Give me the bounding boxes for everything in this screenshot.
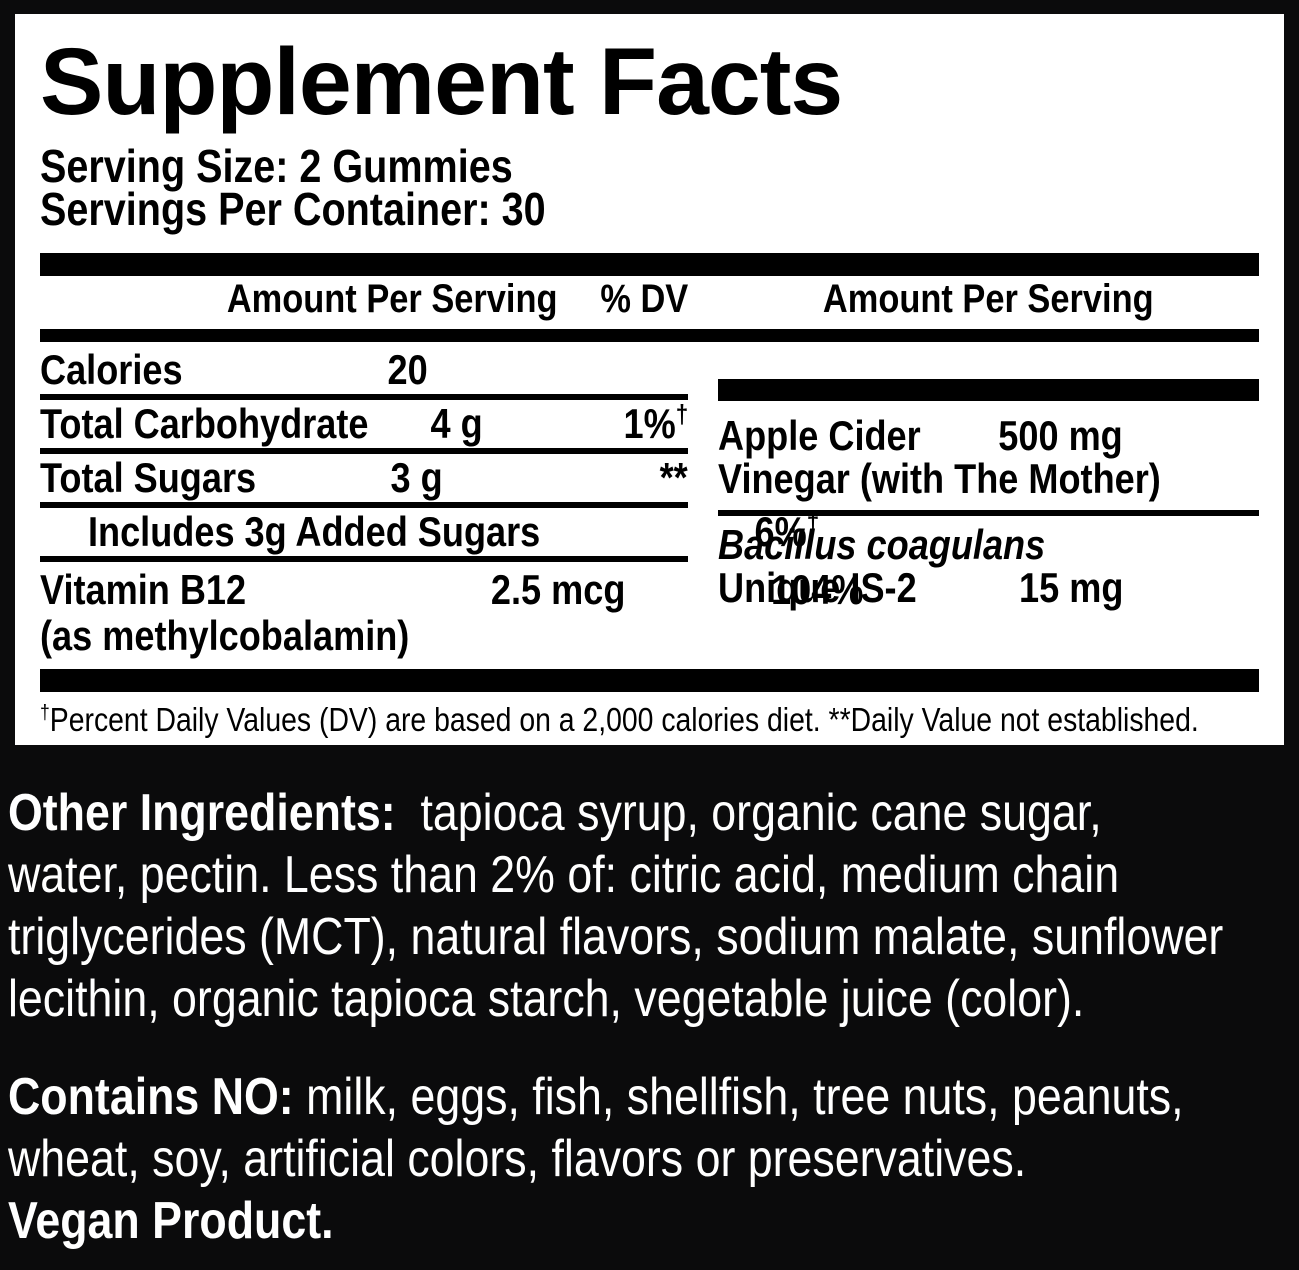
row-name: Vitamin B12 (as methylcobalamin) [40,565,469,659]
other-ingredients-section: Other Ingredients: tapioca syrup, organi… [8,782,1299,1030]
serving-size-text: Serving Size: 2 Gummies [40,139,513,192]
dv-value: 6% [754,507,807,555]
footnote-text-wrap: †Percent Daily Values (DV) are based on … [40,701,1199,739]
right-column: Apple Cider 500 mg Vinegar (with The Mot… [718,342,1259,660]
row-dv: 6%† [744,506,820,555]
total-sugars-label: Total Sugars [40,453,257,501]
row-dv: 104% [756,565,864,613]
row-name: Apple Cider [718,414,954,457]
total-carbohydrate-dv: 1%† [623,398,688,447]
row-dv: ** [572,453,688,501]
percent-dv-header-text: % DV [600,276,688,321]
row-name: Calories [40,345,258,393]
left-table-header: Amount Per Serving % DV [40,277,688,322]
vegan-product-text: Vegan Product. [8,1192,334,1250]
row-dv [558,347,688,393]
footnote: †Percent Daily Values (DV) are based on … [40,701,1259,739]
contains-no-line2: wheat, soy, artificial colors, flavors o… [8,1130,1027,1188]
row-amount: 15 mg [949,566,1123,609]
row-amount: 500 mg [954,414,1123,457]
unique-is2-label: Unique IS-2 [718,563,917,611]
left-amount-per-serving-header: Amount Per Serving [40,277,558,322]
serving-info: Serving Size: 2 Gummies Servings Per Con… [40,139,1259,235]
right-column-top-bar [718,378,1259,401]
total-sugars-value: 3 g [390,453,443,501]
vinegar-mother-text: Vinegar (with The Mother) [718,454,1161,502]
calories-value: 20 [387,345,428,393]
other-ingredients-line4: lecithin, organic tapioca starch, vegeta… [8,970,1085,1028]
servings-per-container-text: Servings Per Container: 30 [40,182,546,235]
vitamin-b12-form-note: (as methylcobalamin) [40,611,410,659]
vitamin-b12-label: Vitamin B12 [40,565,247,613]
apple-cider-label-line2: Vinegar (with The Mother) [718,457,1259,500]
right-amount-header-text: Amount Per Serving [823,276,1154,321]
apple-cider-value: 500 mg [998,411,1123,459]
total-carbohydrate-value: 4 g [430,399,483,447]
vitamin-b12-dv: 104% [770,565,864,613]
row-amount: 4 g [422,399,483,447]
row-name: Total Carbohydrate [40,399,422,447]
other-ingredients-line1-rest: tapioca syrup, organic cane sugar, [395,784,1102,842]
table-row-total-sugars: Total Sugars 3 g ** [40,454,688,508]
row-name: Includes 3g Added Sugars [40,507,614,555]
calories-label: Calories [40,345,183,393]
contains-no-line1: Contains NO: milk, eggs, fish, shellfish… [8,1066,1184,1128]
total-carbohydrate-label: Total Carbohydrate [40,399,369,447]
dagger-symbol: † [675,398,688,429]
dv-value: 1% [623,399,676,447]
contains-no-section: Contains NO: milk, eggs, fish, shellfish… [8,1066,1299,1252]
total-sugars-dv: ** [659,453,688,501]
percent-dv-header: % DV [558,277,688,322]
table-row-apple-cider: Apple Cider 500 mg [718,414,1259,457]
table-row-vitamin-b12: Vitamin B12 (as methylcobalamin) 2.5 mcg… [40,562,863,660]
left-amount-header-text: Amount Per Serving [227,276,558,321]
row-name: Unique IS-2 [718,566,949,609]
table-row-bacillus-strain: Unique IS-2 15 mg [718,566,1259,609]
supplement-facts-panel: Supplement Facts Serving Size: 2 Gummies… [15,14,1284,745]
serving-size: Serving Size: 2 Gummies [40,139,1259,192]
row-amount: 3 g [291,453,443,501]
divider-bar-bottom [40,668,1259,692]
other-ingredients-line3: triglycerides (MCT), natural flavors, so… [8,908,1224,966]
added-sugars-dv: 6%† [754,506,820,555]
divider-bar-under-header [40,328,1259,342]
other-ingredients-line2: water, pectin. Less than 2% of: citric a… [8,846,1120,904]
row-dv: 1%† [613,398,688,447]
other-ingredients-line1: Other Ingredients: tapioca syrup, organi… [8,782,1102,844]
table-columns: Calories 20 Total Carbohydrate 4 g 1%† T… [40,342,1259,660]
row-amount: 2.5 mcg [469,565,626,613]
table-header-row: Amount Per Serving % DV Amount Per Servi… [40,276,1259,329]
right-column-separator [718,509,1259,516]
table-row-added-sugars: Includes 3g Added Sugars 6%† [40,507,819,562]
contains-no-line1-rest: milk, eggs, fish, shellfish, tree nuts, … [293,1068,1184,1126]
footnote-text: Percent Daily Values (DV) are based on a… [49,700,1199,738]
added-sugars-label: Includes 3g Added Sugars [88,507,541,555]
table-row-total-carbohydrate: Total Carbohydrate 4 g 1%† [40,400,688,454]
contains-no-lead: Contains NO: [8,1068,294,1126]
bacillus-coagulans-text: Bacillus coagulans [718,520,1046,568]
column-gap [688,342,718,660]
panel-title: Supplement Facts [40,29,843,135]
vitamin-b12-value: 2.5 mcg [491,565,626,613]
dagger-symbol: † [40,700,50,724]
unique-is2-value: 15 mg [1018,563,1123,611]
row-amount: 20 [258,345,428,393]
right-table-header: Amount Per Serving [718,277,1259,322]
apple-cider-label: Apple Cider [718,411,921,459]
servings-per-container: Servings Per Container: 30 [40,182,1259,235]
divider-bar-top [40,252,1259,276]
table-row-calories: Calories 20 [40,346,688,400]
dagger-symbol: † [806,506,820,537]
bacillus-species-line: Bacillus coagulans [718,523,1259,566]
row-name: Total Sugars [40,453,291,501]
other-ingredients-lead: Other Ingredients: [8,784,396,842]
left-column: Calories 20 Total Carbohydrate 4 g 1%† T… [40,342,863,660]
